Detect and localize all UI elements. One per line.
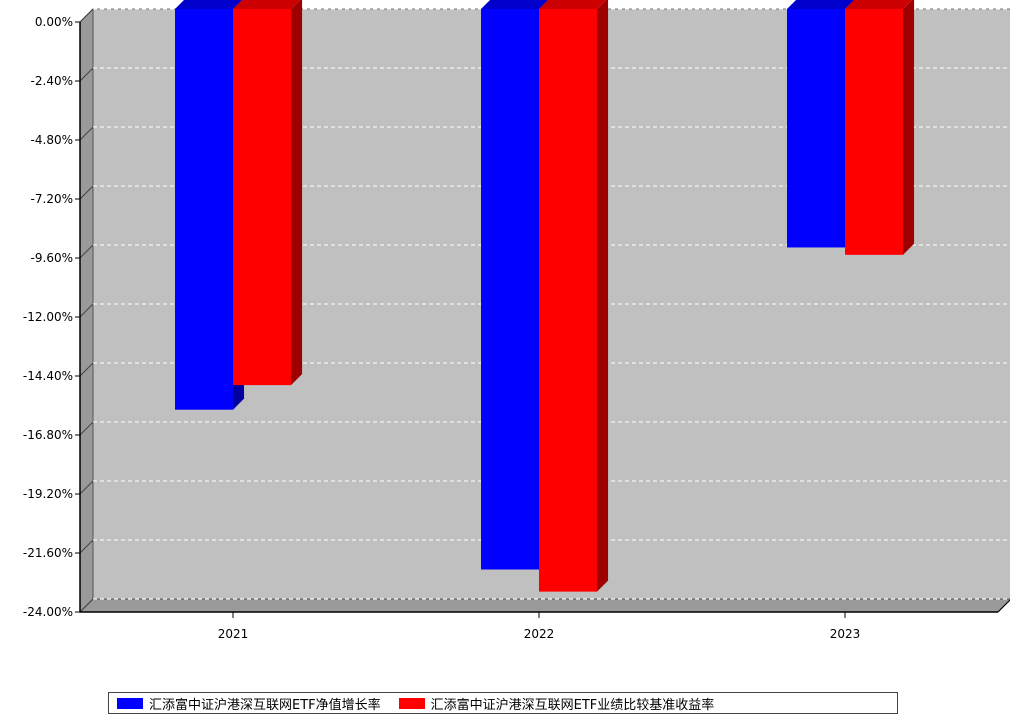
legend-label-series-1: 汇添富中证沪港深互联网ETF净值增长率 <box>149 697 381 713</box>
bar-top-1-2023 <box>787 0 854 9</box>
y-tick-label: -16.80% <box>23 428 73 442</box>
gridline-side <box>79 67 94 82</box>
y-tick-label: -9.60% <box>31 251 73 265</box>
gridline-side <box>79 244 94 259</box>
legend-swatch-series-2 <box>398 697 425 709</box>
bar-side-2-2022 <box>597 0 609 592</box>
bar-2-2021 <box>233 9 291 386</box>
bar-1-2023 <box>787 9 845 248</box>
bar-2-2023 <box>845 9 903 255</box>
y-tick-label: -21.60% <box>23 546 73 560</box>
bar-side-2-2021 <box>291 0 303 386</box>
y-tick-label: -19.20% <box>23 487 73 501</box>
x-tick-label: 2022 <box>524 627 555 641</box>
x-tick-label: 2021 <box>218 627 249 641</box>
chart-canvas: 0.00% -2.40% -4.80% -7.20% -9.60% -12.00% -14.… <box>23 0 1010 641</box>
bar-top-2-2022 <box>539 0 606 9</box>
legend-swatch-series-1 <box>117 697 143 709</box>
bar-top-1-2022 <box>481 0 548 9</box>
gridline-side <box>79 185 94 200</box>
x-tick-label: 2023 <box>830 627 861 641</box>
y-tick-label: -4.80% <box>31 133 73 147</box>
legend-label-series-2: 汇添富中证沪港深互联网ETF业绩比较基准收益率 <box>430 697 715 713</box>
legend-item-series-1: 汇添富中证沪港深互联网ETF净值增长率 <box>117 694 381 713</box>
gridline-side <box>79 126 94 141</box>
gridline-side <box>79 480 94 495</box>
y-tick-label: -2.40% <box>31 74 73 88</box>
x-axis-end <box>997 599 1010 613</box>
y-tick-label: -24.00% <box>23 605 73 619</box>
legend-item-series-2: 汇添富中证沪港深互联网ETF业绩比较基准收益率 <box>398 694 715 713</box>
gridline-side <box>79 303 94 318</box>
legend: 汇添富中证沪港深互联网ETF净值增长率 汇添富中证沪港深互联网ETF业绩比较基准… <box>108 692 898 714</box>
gridline-side <box>79 598 94 613</box>
bar-top-2-2023 <box>845 0 912 9</box>
bar-side-2-2023 <box>903 0 915 255</box>
gridline-side <box>79 539 94 554</box>
gridline-side <box>79 362 94 377</box>
bar-top-1-2021 <box>175 0 243 9</box>
plot-floor <box>78 598 1010 613</box>
y-tick-label: -14.40% <box>23 369 73 383</box>
bar-top-2-2021 <box>233 0 300 9</box>
gridline-side <box>79 421 94 436</box>
y-tick-label: 0.00% <box>35 15 73 29</box>
y-tick-label: -7.20% <box>31 192 73 206</box>
bar-1-2022 <box>481 9 539 570</box>
gridline-side <box>79 8 94 23</box>
bar-1-2021 <box>175 9 233 410</box>
y-tick-label: -12.00% <box>23 310 73 324</box>
bar-2-2022 <box>539 9 597 592</box>
